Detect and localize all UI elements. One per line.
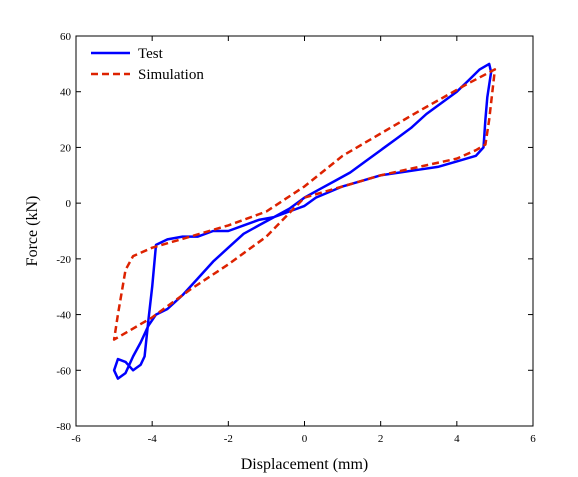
y-tick-label: 60 [60, 31, 72, 43]
plot-area [75, 35, 534, 427]
legend-label-simulation: Simulation [138, 67, 204, 83]
y-tick-label: -20 [56, 254, 71, 266]
y-tick-label: -60 [56, 365, 71, 377]
x-tick-label: -2 [224, 433, 233, 445]
y-tick-label: -80 [56, 421, 71, 433]
legend: Test Simulation [91, 46, 204, 83]
y-tick-label: 20 [60, 142, 72, 154]
x-tick-label: 2 [378, 433, 384, 445]
series-line-test [112, 62, 493, 380]
x-tick-label: 6 [530, 433, 536, 445]
series-line-simulation [112, 68, 497, 341]
y-tick-label: -40 [56, 310, 71, 322]
series-layer [112, 62, 497, 380]
x-tick-label: 0 [302, 433, 308, 445]
x-tick-label: -6 [71, 433, 81, 445]
x-axis-title: Displacement (mm) [241, 456, 369, 473]
x-tick-label: -4 [148, 433, 158, 445]
y-axis-title: Force (kN) [24, 196, 41, 267]
y-tick-label: 40 [60, 87, 72, 99]
legend-label-test: Test [138, 46, 164, 62]
x-tick-label: 4 [454, 433, 460, 445]
y-tick-label: 0 [66, 198, 72, 210]
